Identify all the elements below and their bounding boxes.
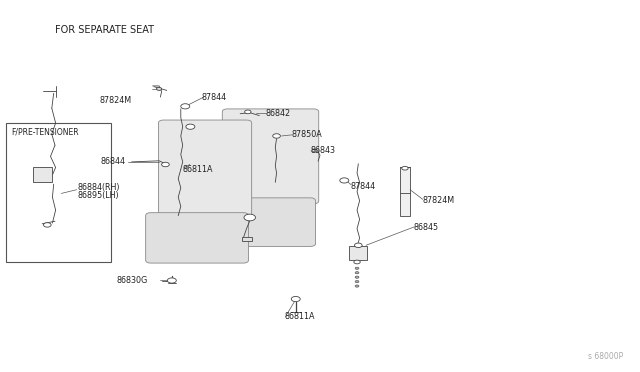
Circle shape [340,178,349,183]
Bar [400,167,410,216]
Text: 87824M: 87824M [422,196,454,205]
Circle shape [244,110,251,114]
Text: F/PRE-TENSIONER: F/PRE-TENSIONER [11,128,79,137]
Text: 86842: 86842 [266,109,291,118]
Circle shape [168,278,176,283]
Circle shape [355,280,359,283]
Text: 86811A: 86811A [182,165,213,174]
Text: 87844: 87844 [351,182,376,190]
Circle shape [354,260,360,264]
Bar [349,246,367,260]
Circle shape [355,272,359,274]
Circle shape [355,276,359,278]
Circle shape [402,166,408,170]
Text: 86811A: 86811A [285,312,316,321]
Circle shape [162,162,170,167]
Text: 87824M: 87824M [99,96,132,105]
Circle shape [186,124,195,129]
Text: 87850A: 87850A [291,130,322,140]
Text: 86844: 86844 [100,157,125,166]
Circle shape [244,214,255,221]
Text: s 68000P: s 68000P [588,352,623,361]
Circle shape [355,285,359,287]
Text: 87844: 87844 [202,93,227,102]
FancyBboxPatch shape [159,120,252,219]
Circle shape [355,267,359,269]
Text: 86895(LH): 86895(LH) [77,191,119,200]
Circle shape [355,243,362,247]
FancyBboxPatch shape [222,109,319,204]
Text: FOR SEPARATE SEAT: FOR SEPARATE SEAT [55,25,154,35]
Bar [33,167,52,182]
Text: 86884(RH): 86884(RH) [77,183,120,192]
Text: 86845: 86845 [414,223,439,232]
Bar [6,123,111,262]
Circle shape [44,223,51,227]
Text: 86830G: 86830G [116,276,148,285]
FancyBboxPatch shape [212,198,316,246]
Circle shape [157,87,162,90]
FancyBboxPatch shape [146,213,248,263]
Circle shape [291,296,300,302]
Circle shape [180,104,189,109]
Circle shape [273,134,280,138]
Text: 86843: 86843 [310,146,335,155]
Bar [242,237,252,241]
